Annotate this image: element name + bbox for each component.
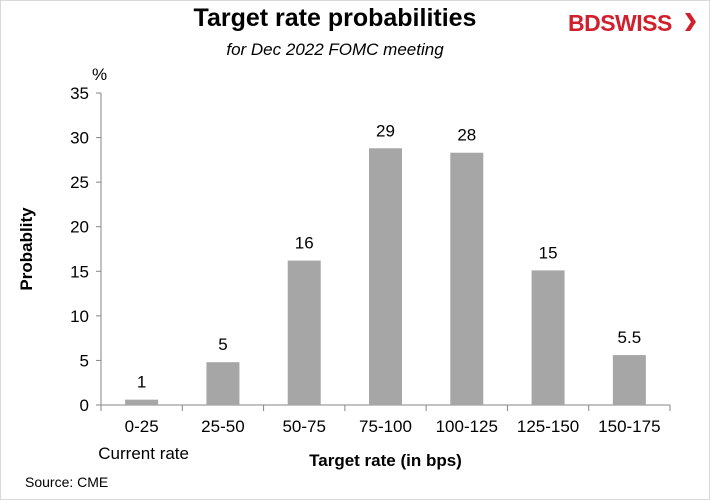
chart-subtitle: for Dec 2022 FOMC meeting bbox=[226, 40, 444, 59]
y-tick-label: 20 bbox=[70, 218, 89, 237]
y-tick-label: 30 bbox=[70, 129, 89, 148]
source-note: Source: CME bbox=[25, 474, 109, 490]
x-tick-label: 25-50 bbox=[201, 417, 244, 436]
y-tick-label: 25 bbox=[70, 173, 89, 192]
brand-logo: BDSWISS bbox=[568, 10, 672, 36]
bar-75-100 bbox=[369, 148, 402, 406]
bar-125-150 bbox=[531, 270, 565, 405]
y-tick-label: 10 bbox=[70, 307, 89, 326]
x-tick-label: 100-125 bbox=[436, 417, 498, 436]
bar-100-125 bbox=[450, 152, 484, 405]
data-label: 29 bbox=[376, 121, 395, 140]
category-note: Current rate bbox=[98, 444, 189, 463]
x-tick-label: 0-25 bbox=[125, 417, 159, 436]
data-label: 28 bbox=[457, 126, 476, 145]
bar-25-50 bbox=[206, 362, 240, 405]
data-label: 15 bbox=[539, 243, 558, 262]
x-tick-label: 125-150 bbox=[517, 417, 579, 436]
y-tick-label: 5 bbox=[80, 351, 89, 370]
data-label: 5.5 bbox=[618, 328, 642, 347]
logo-arrow-icon bbox=[685, 13, 696, 31]
x-axis-title: Target rate (in bps) bbox=[309, 451, 462, 470]
y-tick-label: 15 bbox=[70, 262, 89, 281]
y-tick-label: 0 bbox=[80, 396, 89, 415]
bar-50-75 bbox=[287, 260, 321, 405]
x-tick-label: 75-100 bbox=[359, 417, 412, 436]
y-tick-label: 35 bbox=[70, 84, 89, 103]
chart-title: Target rate probabilities bbox=[193, 4, 477, 32]
x-tick-label: 150-175 bbox=[598, 417, 660, 436]
data-label: 1 bbox=[137, 373, 146, 392]
bar-150-175 bbox=[612, 355, 646, 405]
data-label: 5 bbox=[218, 335, 227, 354]
y-axis-title: Probablity bbox=[17, 207, 36, 291]
data-label: 16 bbox=[295, 234, 314, 253]
x-tick-label: 50-75 bbox=[282, 417, 325, 436]
y-unit-label: % bbox=[92, 65, 107, 84]
bar-0-25 bbox=[125, 399, 159, 405]
